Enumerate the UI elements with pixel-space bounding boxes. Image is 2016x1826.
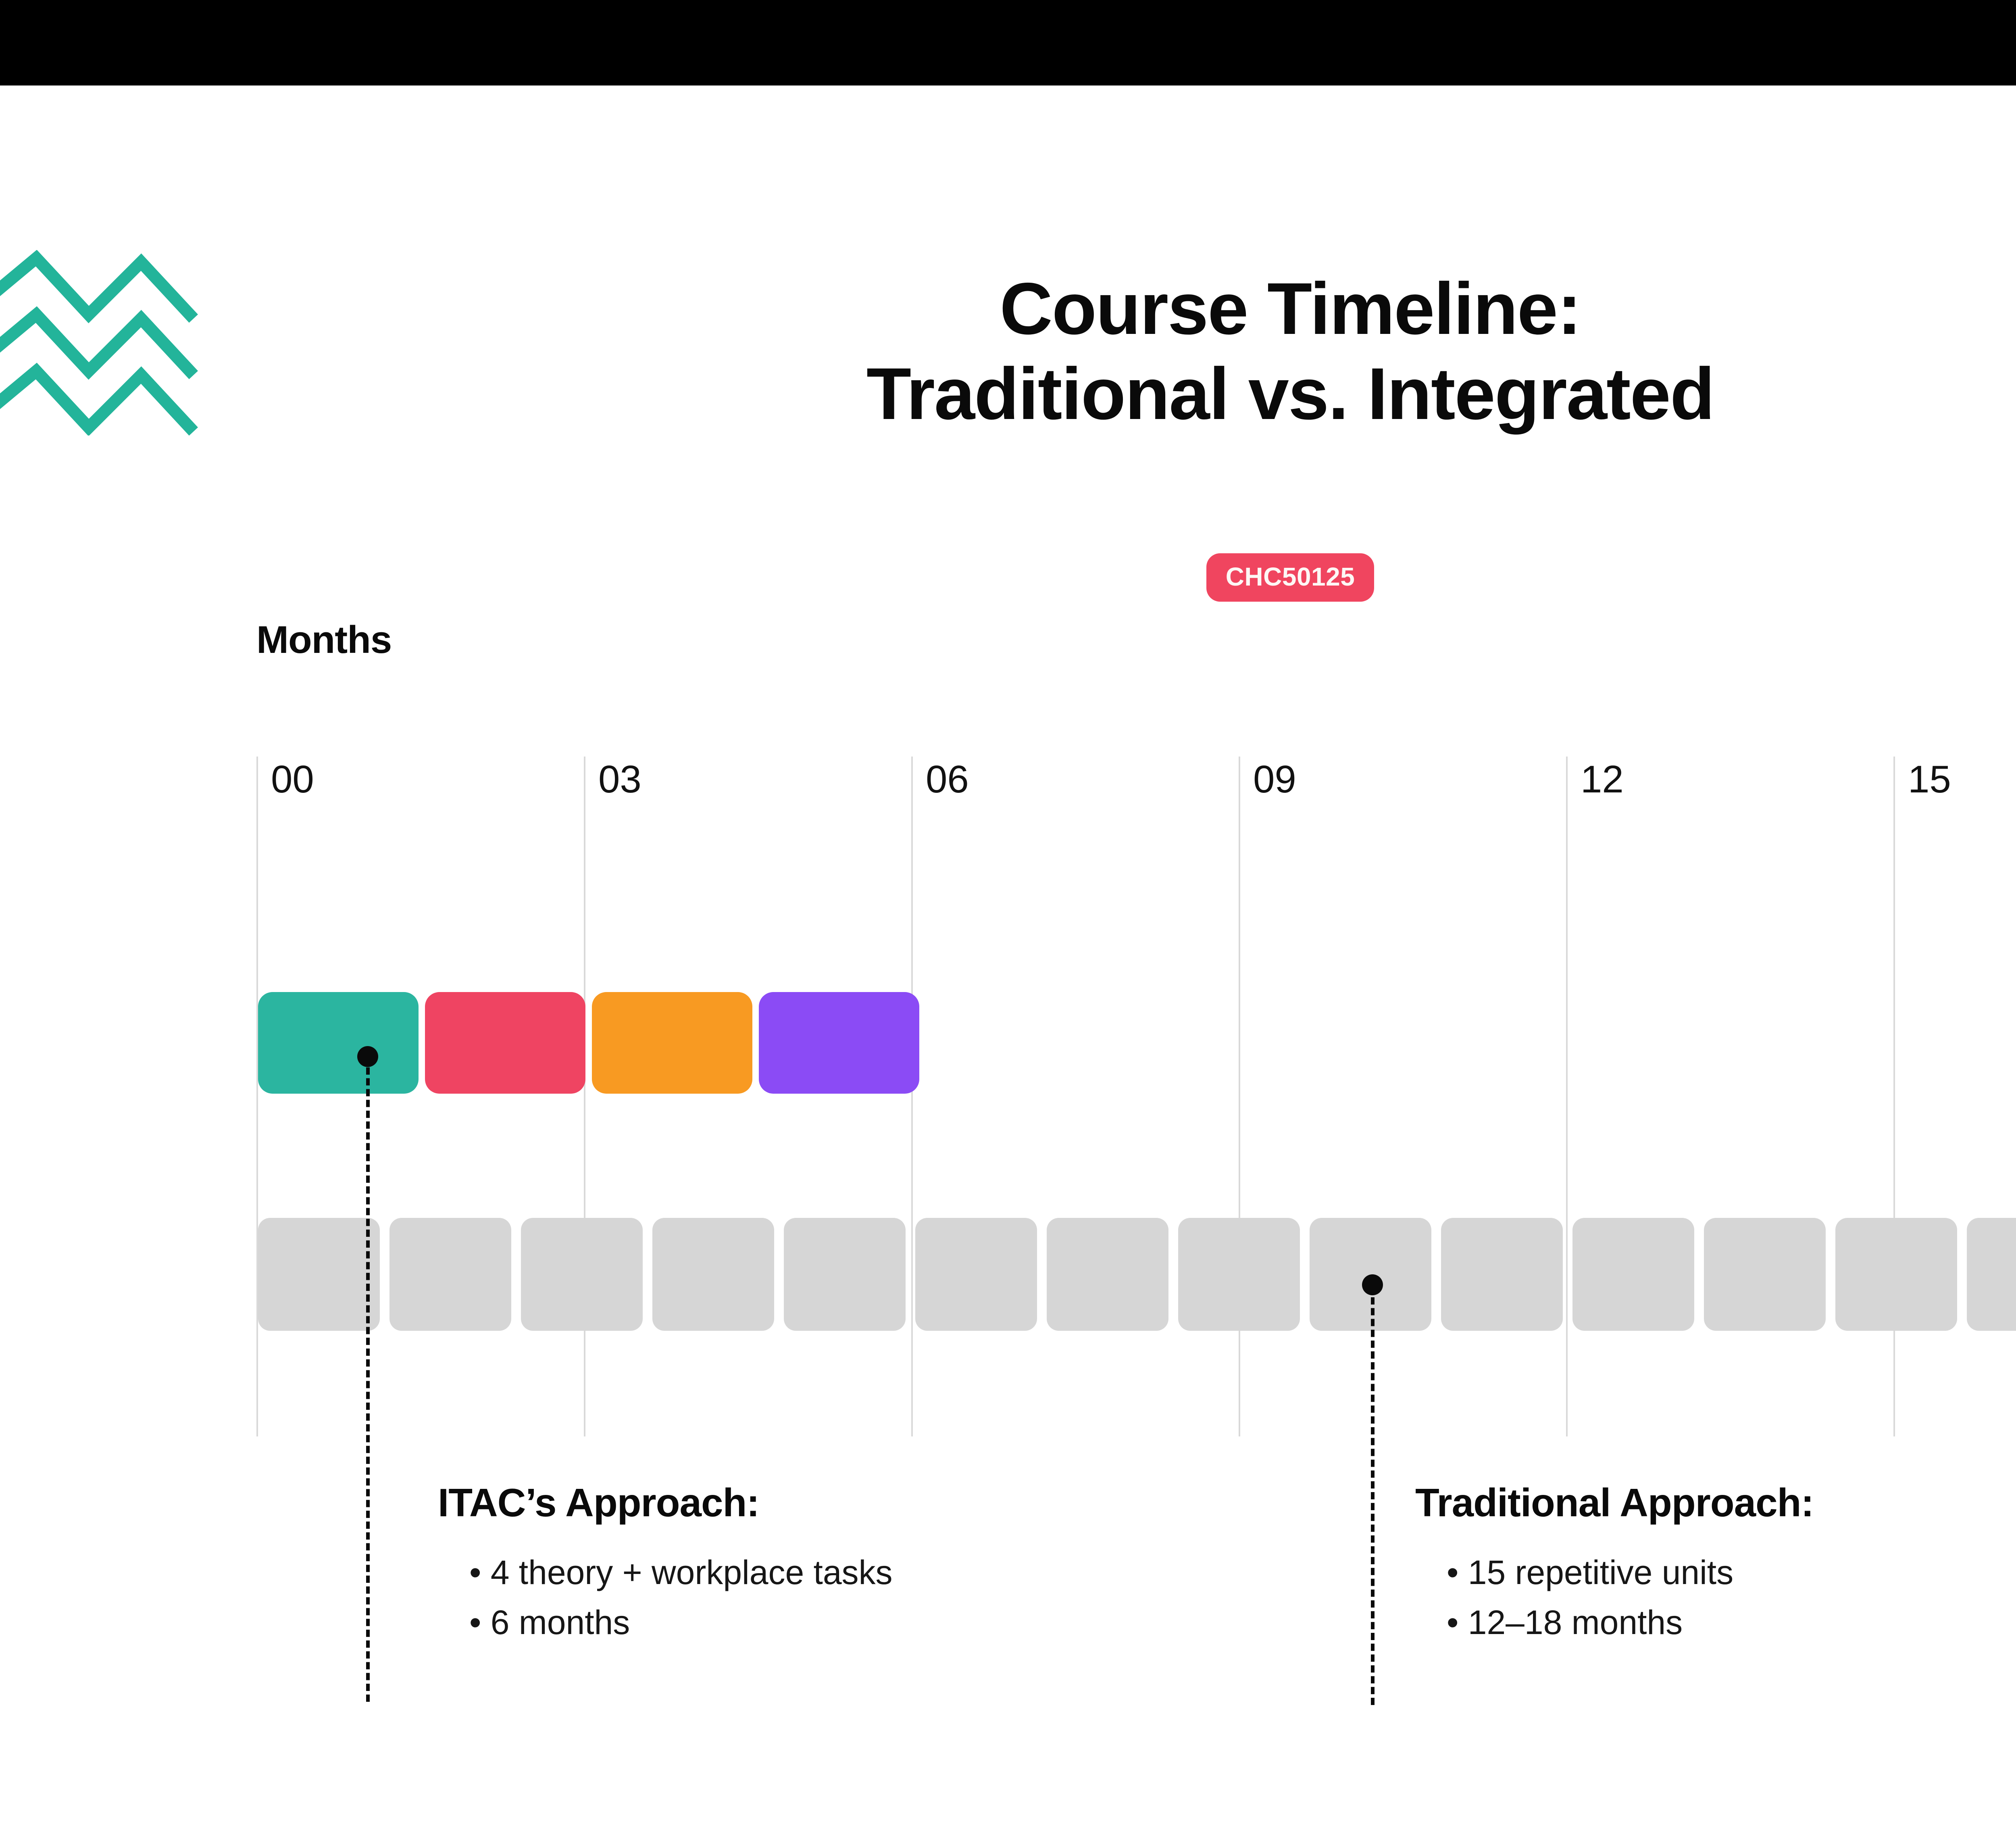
traditional-unit-block-10: [1441, 1218, 1563, 1331]
page-title-line2: Traditional vs. Integrated: [866, 352, 1715, 435]
traditional-unit-block-3: [521, 1218, 643, 1331]
callout-itac-bullet-2: • 6 months: [469, 1603, 630, 1642]
itac-unit-block-2: [425, 992, 585, 1094]
traditional-unit-block-11: [1572, 1218, 1694, 1331]
callout-itac-title: ITAC’s Approach:: [438, 1480, 760, 1525]
itac-leader-line: [366, 1057, 370, 1702]
traditional-unit-block-5: [784, 1218, 906, 1331]
traditional-unit-block-14: [1967, 1218, 2016, 1331]
itac-unit-block-1: [258, 992, 419, 1094]
axis-tick-5: 15: [1908, 758, 1951, 801]
traditional-leader-line: [1371, 1286, 1375, 1705]
traditional-unit-block-4: [652, 1218, 774, 1331]
gridline-06: [911, 757, 913, 1436]
top-black-bar: [0, 0, 2016, 85]
traditional-unit-block-7: [1047, 1218, 1168, 1331]
callout-itac: ITAC’s Approach: • 4 theory + workplace …: [438, 1480, 893, 1648]
traditional-marker-dot: [1362, 1274, 1383, 1295]
axis-tick-1: 03: [598, 758, 641, 801]
axis-tick-0: 00: [271, 758, 314, 801]
traditional-unit-block-2: [389, 1218, 511, 1331]
course-code-badge-wrapper: CHC50125: [0, 553, 2016, 602]
page-title-line1: Course Timeline:: [1000, 267, 1581, 350]
axis-tick-4: 12: [1581, 758, 1624, 801]
traditional-unit-block-13: [1835, 1218, 1957, 1331]
course-code-badge: CHC50125: [1206, 553, 1375, 602]
gridline-15: [1893, 757, 1895, 1436]
callout-itac-bullet-1: • 4 theory + workplace tasks: [469, 1553, 893, 1591]
gridline-12: [1566, 757, 1568, 1436]
callout-traditional-title: Traditional Approach:: [1415, 1480, 1814, 1525]
callout-itac-list: • 4 theory + workplace tasks • 6 months: [438, 1547, 893, 1648]
traditional-unit-block-9: [1310, 1218, 1431, 1331]
callout-traditional-bullet-2: • 12–18 months: [1447, 1603, 1683, 1642]
traditional-unit-block-12: [1704, 1218, 1826, 1331]
itac-unit-block-4: [759, 992, 919, 1094]
gridline-09: [1239, 757, 1240, 1436]
axis-label-months: Months: [256, 618, 392, 661]
traditional-unit-block-8: [1178, 1218, 1300, 1331]
page-title: Course Timeline: Traditional vs. Integra…: [0, 266, 2016, 436]
traditional-unit-block-6: [915, 1218, 1037, 1331]
zigzag-decoration-icon: [0, 250, 319, 436]
gridline-03: [584, 757, 585, 1436]
axis-tick-3: 09: [1253, 758, 1296, 801]
axis-tick-2: 06: [926, 758, 969, 801]
callout-traditional-bullet-1: • 15 repetitive units: [1447, 1553, 1734, 1591]
itac-unit-block-3: [592, 992, 752, 1094]
gridline-00: [256, 757, 258, 1436]
callout-traditional-list: • 15 repetitive units • 12–18 months: [1415, 1547, 1814, 1648]
callout-traditional: Traditional Approach: • 15 repetitive un…: [1415, 1480, 1814, 1648]
traditional-unit-block-1: [258, 1218, 380, 1331]
itac-marker-dot: [357, 1046, 378, 1067]
